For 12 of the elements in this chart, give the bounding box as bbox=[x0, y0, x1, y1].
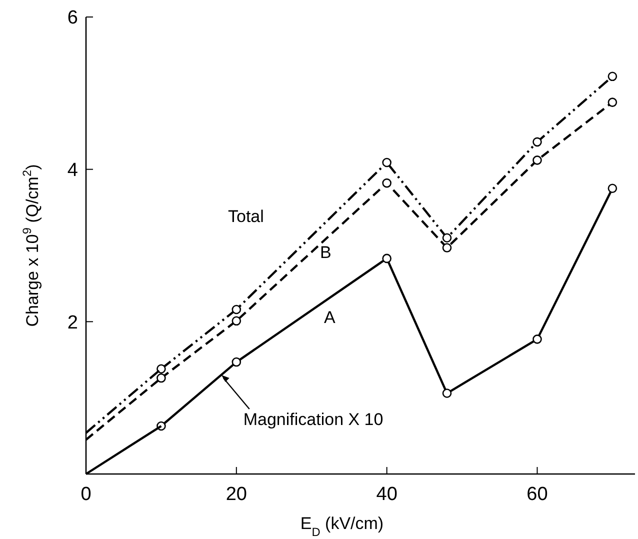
x-axis-title: E$_{D}$ (kV/cm) bbox=[300, 514, 384, 539]
text: Total bbox=[228, 207, 264, 226]
x-tick-label: 0 bbox=[80, 484, 92, 505]
y-tick-label: 4 bbox=[67, 160, 78, 181]
annotation: Magnification X 10 bbox=[243, 410, 384, 429]
x-tick-label: 20 bbox=[226, 484, 247, 505]
y-tick-label: 6 bbox=[67, 8, 78, 29]
x-tick-label: 60 bbox=[526, 484, 548, 505]
series-label: B bbox=[320, 243, 332, 262]
x-tick-label: 40 bbox=[376, 484, 398, 505]
series-label: A bbox=[324, 308, 336, 327]
y-tick-label: 2 bbox=[67, 312, 78, 334]
